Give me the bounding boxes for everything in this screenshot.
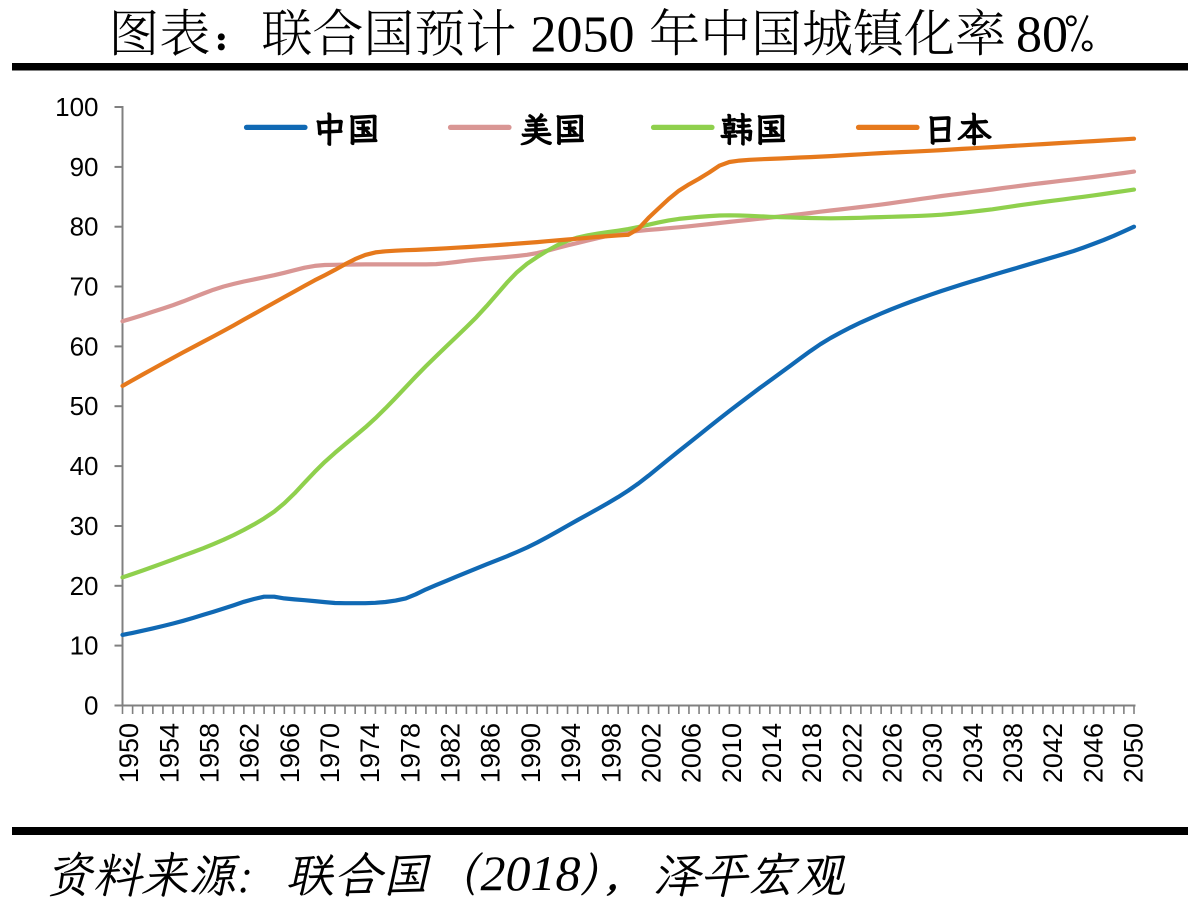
svg-text:1954: 1954 xyxy=(154,723,184,783)
svg-text:1990: 1990 xyxy=(516,723,546,783)
svg-text:2034: 2034 xyxy=(958,723,988,783)
svg-text:1958: 1958 xyxy=(195,723,225,783)
svg-text:90: 90 xyxy=(70,152,99,182)
svg-text:1994: 1994 xyxy=(556,723,586,783)
svg-text:40: 40 xyxy=(70,451,99,481)
svg-text:1978: 1978 xyxy=(395,723,425,783)
svg-text:80: 80 xyxy=(70,212,99,242)
svg-text:2018: 2018 xyxy=(481,845,581,901)
svg-text:30: 30 xyxy=(70,511,99,541)
svg-text:20: 20 xyxy=(70,571,99,601)
svg-text:1998: 1998 xyxy=(596,723,626,783)
svg-text:2042: 2042 xyxy=(1038,723,1068,783)
svg-text:50: 50 xyxy=(70,391,99,421)
svg-text:2046: 2046 xyxy=(1078,723,1108,783)
svg-text:70: 70 xyxy=(70,272,99,302)
svg-text:2010: 2010 xyxy=(717,723,747,783)
svg-text:1950: 1950 xyxy=(114,723,144,783)
svg-text:2014: 2014 xyxy=(757,723,787,783)
svg-text:2002: 2002 xyxy=(636,723,666,783)
svg-text:1974: 1974 xyxy=(355,723,385,783)
svg-text:80: 80 xyxy=(1016,7,1068,64)
svg-text:1966: 1966 xyxy=(275,723,305,783)
svg-text:1970: 1970 xyxy=(315,723,345,783)
svg-text:2018: 2018 xyxy=(797,723,827,783)
svg-text:2022: 2022 xyxy=(837,723,867,783)
svg-text:2038: 2038 xyxy=(998,723,1028,783)
svg-text:1962: 1962 xyxy=(235,723,265,783)
svg-text:60: 60 xyxy=(70,331,99,361)
svg-text:100: 100 xyxy=(55,92,98,122)
svg-text:2030: 2030 xyxy=(918,723,948,783)
svg-text:2050: 2050 xyxy=(1119,723,1149,783)
svg-text:2026: 2026 xyxy=(878,723,908,783)
svg-text:2050: 2050 xyxy=(531,7,635,64)
svg-text:2006: 2006 xyxy=(677,723,707,783)
svg-text:10: 10 xyxy=(70,631,99,661)
svg-text:0: 0 xyxy=(84,691,98,721)
svg-text:1982: 1982 xyxy=(436,723,466,783)
svg-text:1986: 1986 xyxy=(476,723,506,783)
